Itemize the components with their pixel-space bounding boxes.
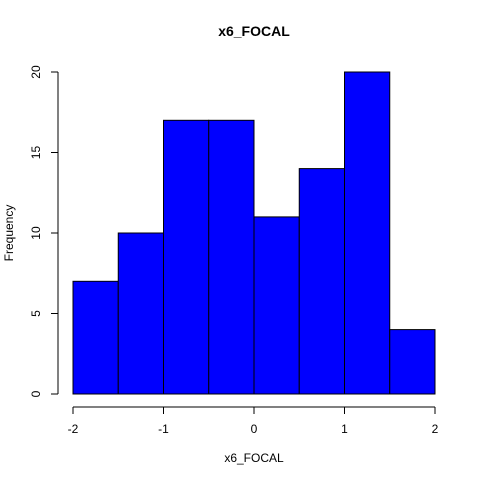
histogram-bar-6 xyxy=(298,168,345,395)
x-axis: -2 -1 0 1 2 xyxy=(68,406,439,436)
histogram-bar-5 xyxy=(253,216,300,395)
y-tick-label: 10 xyxy=(29,226,43,240)
histogram-bars xyxy=(72,71,436,395)
histogram-bar-8 xyxy=(389,329,436,395)
histogram-bar-2 xyxy=(117,232,164,395)
x-tick-label: 2 xyxy=(432,422,439,436)
histogram-bar-7 xyxy=(344,71,391,395)
y-axis: 0 5 10 15 20 xyxy=(29,65,59,397)
y-tick-label: 5 xyxy=(29,310,43,317)
histogram-bar-4 xyxy=(208,119,255,395)
x-axis-label: x6_FOCAL xyxy=(224,451,284,465)
histogram-bar-3 xyxy=(163,119,210,395)
histogram-bar-1 xyxy=(72,280,119,395)
chart-title: x6_FOCAL xyxy=(218,23,290,39)
y-axis-label: Frequency xyxy=(2,205,16,262)
y-tick-label: 0 xyxy=(29,390,43,397)
y-tick-label: 15 xyxy=(29,146,43,160)
x-tick-label: 0 xyxy=(251,422,258,436)
x-tick-label: -1 xyxy=(158,422,169,436)
y-tick-label: 20 xyxy=(29,65,43,79)
x-tick-label: -2 xyxy=(68,422,79,436)
x-tick-label: 1 xyxy=(341,422,348,436)
